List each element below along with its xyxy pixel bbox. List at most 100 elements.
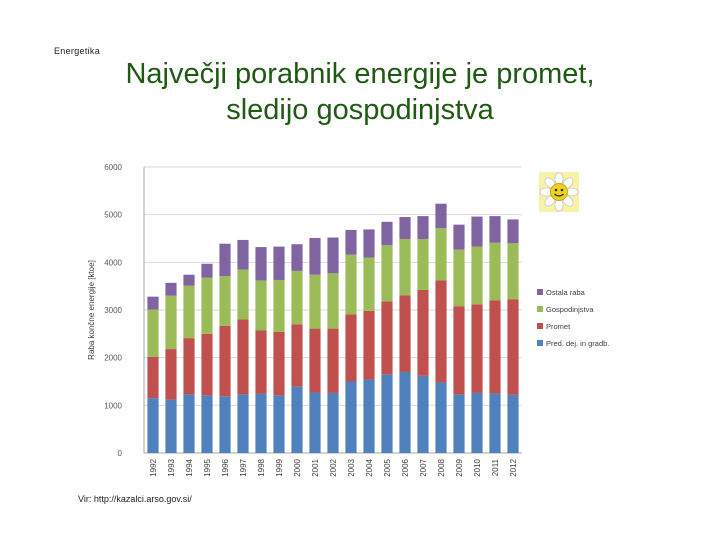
bar-segment bbox=[381, 221, 393, 246]
legend-swatch bbox=[537, 306, 543, 312]
x-tick-label: 2004 bbox=[365, 458, 374, 476]
bar-segment bbox=[507, 219, 519, 244]
bar-segment bbox=[381, 301, 393, 375]
bar-segment bbox=[453, 306, 465, 395]
x-tick-label: 2001 bbox=[311, 458, 320, 476]
bar-segment bbox=[183, 285, 195, 339]
bar-segment bbox=[399, 217, 411, 239]
bar-segment bbox=[417, 216, 429, 239]
bar-segment bbox=[453, 249, 465, 307]
bar-segment bbox=[219, 325, 231, 397]
legend-label: Gospodinjstva bbox=[546, 305, 594, 314]
bar-segment bbox=[147, 296, 159, 310]
legend-label: Ostala raba bbox=[546, 288, 586, 297]
x-tick-label: 1996 bbox=[221, 458, 230, 476]
bar-segment bbox=[273, 331, 285, 396]
bar-segment bbox=[471, 304, 483, 393]
bar-segment bbox=[399, 371, 411, 453]
bar-segment bbox=[345, 314, 357, 382]
x-tick-label: 1997 bbox=[239, 458, 248, 476]
y-tick-label: 1000 bbox=[104, 401, 122, 410]
bar-segment bbox=[507, 243, 519, 300]
section-label: Energetika bbox=[54, 46, 101, 56]
bar-segment bbox=[183, 394, 195, 453]
bar-segment bbox=[471, 246, 483, 305]
bar-segment bbox=[165, 295, 177, 350]
bar-segment bbox=[273, 279, 285, 332]
bar-segment bbox=[291, 270, 303, 325]
bar-segment bbox=[237, 269, 249, 320]
bar-segment bbox=[363, 229, 375, 258]
bar-segment bbox=[417, 238, 429, 290]
bar-segment bbox=[147, 356, 159, 399]
bar-segment bbox=[309, 238, 321, 275]
bar-segment bbox=[435, 228, 447, 281]
bar-segment bbox=[471, 216, 483, 247]
title-line-2: sledijo gospodinjstva bbox=[226, 94, 494, 126]
y-tick-label: 4000 bbox=[104, 258, 122, 267]
y-tick-label: 2000 bbox=[104, 354, 122, 363]
bar-segment bbox=[201, 333, 213, 396]
legend-swatch bbox=[537, 289, 543, 295]
bar-segment bbox=[291, 386, 303, 453]
bar-segment bbox=[255, 330, 267, 394]
title-line-1: Največji porabnik energije je promet, bbox=[125, 58, 595, 90]
bar-segment bbox=[165, 399, 177, 453]
bar-segment bbox=[291, 324, 303, 387]
bar-segment bbox=[345, 254, 357, 315]
bar-segment bbox=[273, 395, 285, 453]
x-tick-label: 2005 bbox=[383, 458, 392, 476]
x-tick-label: 2006 bbox=[401, 458, 410, 476]
bar-segment bbox=[381, 374, 393, 453]
bar-segment bbox=[327, 392, 339, 453]
bar-segment bbox=[489, 300, 501, 394]
legend-swatch bbox=[537, 340, 543, 346]
bar-segment bbox=[201, 395, 213, 453]
stacked-bar-chart: 0 1000 2000 3000 4000 5000 6000 Raba končne ene… bbox=[87, 163, 609, 477]
bar-segment bbox=[255, 280, 267, 331]
y-tick-label: 6000 bbox=[104, 163, 122, 172]
bar-segment bbox=[201, 277, 213, 334]
bar-segment bbox=[453, 224, 465, 250]
bar-segment bbox=[291, 244, 303, 271]
y-tick-label: 3000 bbox=[104, 306, 122, 315]
bar-segment bbox=[255, 247, 267, 281]
slide-title: Največji porabnik energije je promet, sl… bbox=[40, 56, 680, 128]
x-tick-label: 2012 bbox=[509, 458, 518, 476]
x-tick-label: 2009 bbox=[455, 458, 464, 476]
bar-segment bbox=[489, 393, 501, 453]
bar-segment bbox=[219, 243, 231, 277]
x-tick-label: 2007 bbox=[419, 458, 428, 476]
bar-segment bbox=[363, 310, 375, 380]
bar-segment bbox=[183, 338, 195, 395]
bar-segment bbox=[453, 394, 465, 453]
bar-segment bbox=[147, 309, 159, 357]
bar-segment bbox=[381, 245, 393, 302]
bar-segment bbox=[399, 238, 411, 296]
bar-segment bbox=[363, 257, 375, 311]
x-tick-label: 1999 bbox=[275, 458, 284, 476]
x-tick-label: 2002 bbox=[329, 458, 338, 476]
y-tick-label: 0 bbox=[118, 449, 123, 458]
bar-segment bbox=[507, 299, 519, 395]
bar-segment bbox=[327, 237, 339, 274]
bar-segment bbox=[327, 328, 339, 393]
bar-segment bbox=[399, 295, 411, 372]
bar-segment bbox=[489, 216, 501, 243]
bar-segment bbox=[345, 229, 357, 255]
bar-segment bbox=[489, 242, 501, 301]
bar-segment bbox=[273, 246, 285, 280]
bar-segment bbox=[435, 280, 447, 383]
y-axis-title: Raba končne energije [ktoe] bbox=[87, 260, 96, 360]
x-tick-label: 1995 bbox=[203, 458, 212, 476]
bar-segment bbox=[237, 239, 249, 270]
bar-segment bbox=[183, 274, 195, 286]
x-tick-label: 2003 bbox=[347, 458, 356, 476]
bar-segment bbox=[309, 274, 321, 329]
bar-segment bbox=[201, 263, 213, 278]
bar-segment bbox=[309, 328, 321, 393]
bar-segment bbox=[471, 392, 483, 453]
bar-segment bbox=[309, 392, 321, 453]
bar-segment bbox=[255, 393, 267, 453]
bar-segment bbox=[435, 203, 447, 229]
